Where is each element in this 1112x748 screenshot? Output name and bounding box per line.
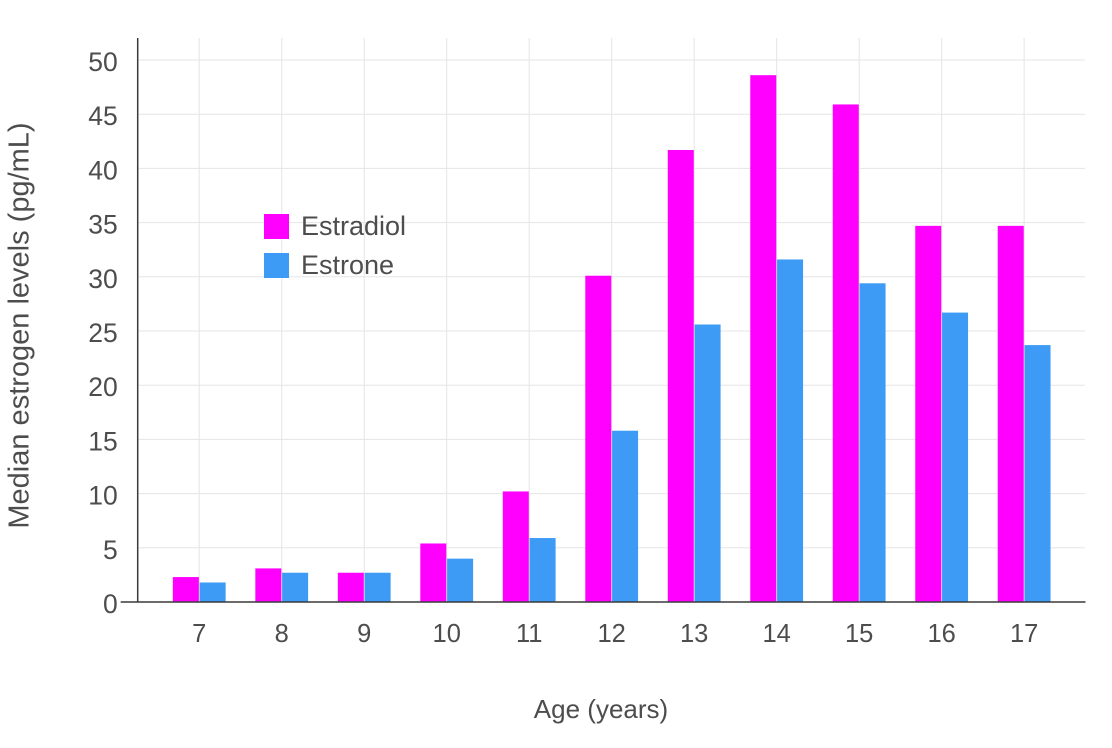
svg-text:13: 13 xyxy=(680,620,708,648)
svg-text:45: 45 xyxy=(88,101,117,131)
svg-text:5: 5 xyxy=(103,535,118,565)
svg-text:35: 35 xyxy=(88,210,117,240)
svg-text:8: 8 xyxy=(275,620,289,648)
svg-text:25: 25 xyxy=(88,318,117,348)
svg-text:16: 16 xyxy=(927,620,955,648)
svg-text:12: 12 xyxy=(598,620,626,648)
svg-text:10: 10 xyxy=(433,620,461,648)
svg-text:50: 50 xyxy=(88,47,117,77)
svg-text:0: 0 xyxy=(103,589,118,619)
svg-text:20: 20 xyxy=(88,372,117,402)
svg-text:11: 11 xyxy=(516,620,542,648)
svg-text:10: 10 xyxy=(88,481,117,511)
svg-text:40: 40 xyxy=(88,155,117,185)
svg-text:17: 17 xyxy=(1010,620,1038,648)
svg-text:14: 14 xyxy=(762,620,790,648)
svg-text:15: 15 xyxy=(845,620,873,648)
svg-text:30: 30 xyxy=(88,264,117,294)
svg-text:15: 15 xyxy=(88,426,117,456)
svg-text:7: 7 xyxy=(192,620,206,648)
svg-text:9: 9 xyxy=(357,620,371,648)
